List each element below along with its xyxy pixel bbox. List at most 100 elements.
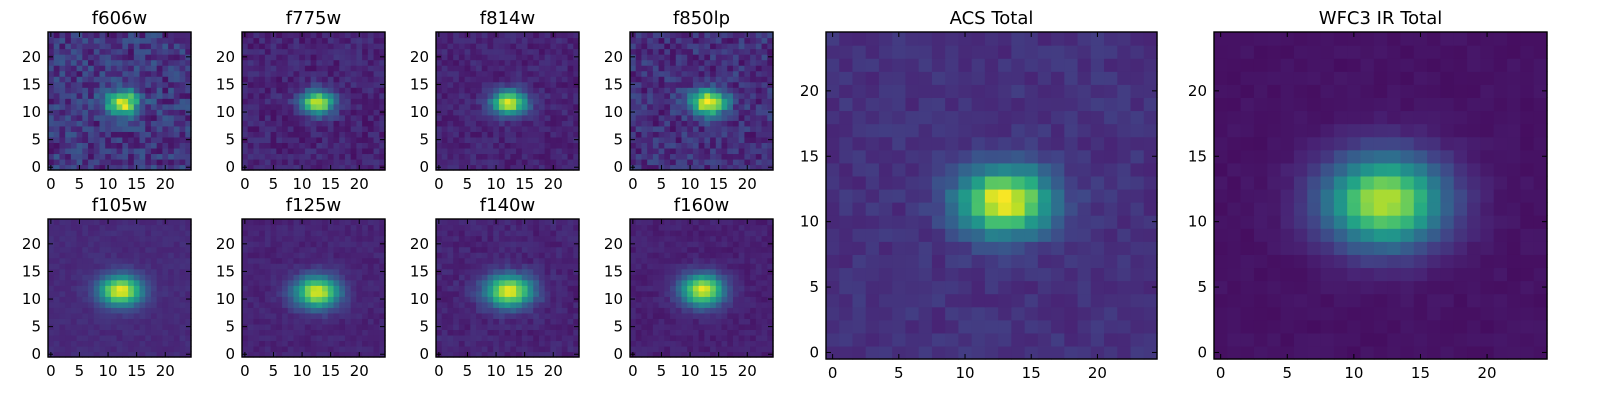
heatmap-cell [373,296,380,303]
heatmap-cell [744,323,751,330]
heatmap-cell [544,98,551,105]
heatmap-cell [150,153,158,160]
heatmap-cell [561,301,569,308]
heatmap-cell [322,312,329,319]
heatmap-cell [48,279,55,286]
heatmap-cell [264,318,272,325]
heatmap-cell [692,32,700,39]
heatmap-cell [88,103,95,110]
heatmap-cell [173,290,181,297]
heatmap-cell [276,241,283,248]
heatmap-cell [498,120,506,127]
heatmap-cell [276,235,283,242]
heatmap-cell [162,81,169,88]
heatmap-cell [270,257,277,264]
heatmap-cell [692,65,700,72]
heatmap-cell [527,246,534,253]
heatmap-cell [453,109,460,116]
heatmap-cell [458,131,466,138]
heatmap-cell [110,59,118,66]
heatmap-cell [373,345,380,353]
heatmap-cell [630,285,637,292]
heatmap-cell [516,81,523,88]
heatmap-cell [133,114,141,121]
heatmap-cell [670,318,677,325]
heatmap-cell [670,351,677,358]
heatmap-cell [299,147,306,155]
heatmap-cell [498,246,506,253]
heatmap-cell [704,153,711,160]
heatmap-cell [105,340,112,347]
heatmap-cell [704,351,711,358]
heatmap-cell [704,98,711,105]
heatmap-cell [458,307,466,314]
heatmap-cell [88,32,95,39]
heatmap-cell [652,65,660,72]
heatmap-cell [270,114,277,121]
heatmap-cell [664,164,671,171]
heatmap-cell [641,98,648,105]
heatmap-cell [476,290,483,297]
heatmap-cell [367,136,375,143]
heatmap-cell [367,307,375,314]
heatmap-cell [516,59,523,66]
heatmap-cell [538,158,546,166]
heatmap-cell [755,103,763,110]
heatmap-cell [253,307,260,314]
heatmap-cell [470,312,477,319]
heatmap-cell [93,312,101,319]
heatmap-cell [327,274,335,281]
heatmap-cell [128,329,135,336]
heatmap-cell [264,92,272,99]
heatmap-cell [635,307,643,314]
heatmap-cell [493,279,500,286]
heatmap-cell [441,164,449,171]
heatmap-cell [344,48,352,55]
heatmap-cell [755,92,763,99]
heatmap-cell [322,263,329,270]
heatmap-cell [670,120,677,127]
heatmap-cell [259,103,266,110]
heatmap-cell [647,37,654,44]
heatmap-cell [362,147,369,155]
heatmap-cell [264,125,272,132]
heatmap-cell [259,323,266,330]
heatmap-cell [259,54,266,61]
heatmap-cell [573,257,580,264]
heatmap-cell [464,329,471,336]
heatmap-cell [133,290,141,297]
y-tick-label: 10 [604,103,623,121]
heatmap-cell [453,290,460,297]
y-tick-label: 20 [22,235,41,253]
heatmap-cell [88,98,95,105]
heatmap-cell [573,252,580,259]
heatmap-cell [276,318,283,325]
heatmap-cell [48,345,55,353]
heatmap-cell [675,285,683,292]
heatmap-cell [344,318,352,325]
heatmap-cell [510,323,517,330]
heatmap-cell [259,329,266,336]
heatmap-cell [133,131,141,138]
heatmap-cell [755,345,763,353]
heatmap-cell [647,318,654,325]
heatmap-cell [550,98,557,105]
heatmap-cell [498,230,506,237]
heatmap-cell [464,142,471,149]
heatmap-cell [145,81,152,88]
heatmap-cell [76,279,83,286]
heatmap-cell [750,334,757,342]
heatmap-cell [59,32,66,39]
heatmap-cell [367,290,375,297]
heatmap-cell [105,37,112,44]
heatmap-cell [550,301,557,308]
heatmap-cell [53,285,61,292]
heatmap-cell [521,345,529,353]
heatmap-cell [264,65,272,72]
heatmap-cell [516,54,523,61]
heatmap-cell [464,318,471,325]
heatmap-cell [630,125,637,132]
heatmap-cell [481,241,489,248]
heatmap-cell [162,158,169,166]
heatmap-cell [436,285,443,292]
